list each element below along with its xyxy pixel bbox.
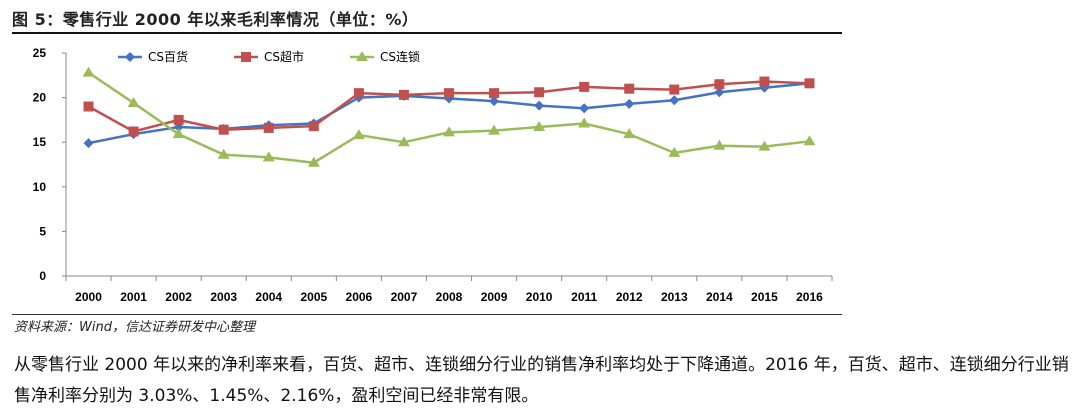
legend-item: CS百货 bbox=[118, 49, 188, 64]
square-point bbox=[398, 89, 409, 100]
square-point bbox=[714, 79, 725, 90]
legend-item: CS连锁 bbox=[350, 49, 420, 64]
triangle-point bbox=[533, 121, 546, 132]
x-tick-label: 2009 bbox=[481, 290, 508, 304]
square-point bbox=[241, 52, 251, 62]
triangle-point bbox=[262, 151, 275, 162]
chart-legend: CS百货 CS超市 CS连锁 bbox=[118, 49, 420, 64]
triangle-point bbox=[397, 136, 410, 147]
diamond-point bbox=[714, 87, 725, 98]
square-point bbox=[579, 81, 590, 92]
diamond-point bbox=[534, 100, 545, 111]
chart-series bbox=[82, 66, 816, 167]
square-point bbox=[759, 76, 770, 87]
series-3 bbox=[82, 66, 816, 167]
legend-label: CS连锁 bbox=[380, 49, 420, 64]
triangle-point bbox=[127, 96, 140, 107]
x-tick-label: 2005 bbox=[300, 290, 327, 304]
x-tick-label: 2008 bbox=[436, 290, 463, 304]
diamond-point bbox=[83, 138, 94, 149]
line-chart: 0 5 10 15 20 25 2000 2001 2002 2003 2004 2005 2006 20… bbox=[33, 46, 833, 304]
legend-label: CS百货 bbox=[148, 49, 188, 64]
triangle-point bbox=[172, 128, 185, 139]
x-tick-label: 2004 bbox=[255, 290, 282, 304]
x-tick-label: 2002 bbox=[165, 290, 192, 304]
x-tick-label: 2011 bbox=[571, 290, 597, 304]
x-tick-label: 2001 bbox=[120, 290, 147, 304]
square-point bbox=[173, 114, 184, 125]
figure-source: 资料来源：Wind，信达证券研发中心整理 bbox=[14, 320, 255, 335]
square-point bbox=[669, 84, 680, 95]
square-point bbox=[353, 88, 364, 99]
diamond-point bbox=[669, 95, 680, 106]
x-tick-label: 2007 bbox=[391, 290, 418, 304]
x-tick-label: 2015 bbox=[751, 290, 778, 304]
x-tick-label: 2010 bbox=[526, 290, 553, 304]
y-tick-label: 20 bbox=[33, 91, 47, 105]
square-point bbox=[83, 101, 94, 112]
x-tick-label: 2000 bbox=[75, 290, 102, 304]
x-tick-label: 2013 bbox=[661, 290, 688, 304]
diamond-point bbox=[624, 98, 635, 109]
y-tick-label: 10 bbox=[33, 180, 47, 194]
triangle-point bbox=[82, 66, 95, 77]
diamond-point bbox=[579, 103, 590, 114]
square-point bbox=[489, 88, 500, 99]
square-point bbox=[308, 121, 319, 132]
source-divider bbox=[12, 314, 842, 315]
triangle-point bbox=[668, 146, 681, 157]
y-tick-label: 25 bbox=[33, 46, 47, 60]
triangle-point bbox=[758, 140, 771, 151]
figure-title: 图 5：零售行业 2000 年以来毛利率情况（单位：%） bbox=[12, 10, 419, 29]
diamond-point bbox=[125, 52, 135, 62]
legend-item: CS超市 bbox=[234, 49, 304, 64]
triangle-point bbox=[352, 129, 365, 140]
triangle-point bbox=[443, 126, 455, 137]
x-tick-label: 2006 bbox=[346, 290, 373, 304]
x-tick-label: 2016 bbox=[796, 290, 823, 304]
square-point bbox=[128, 126, 139, 137]
square-point bbox=[534, 87, 545, 98]
x-tick-label: 2003 bbox=[210, 290, 237, 304]
square-point bbox=[624, 83, 635, 94]
series-2 bbox=[83, 76, 815, 137]
square-point bbox=[444, 88, 454, 99]
y-tick-label: 5 bbox=[39, 224, 46, 238]
chart-axes: 0 5 10 15 20 25 2000 2001 2002 2003 2004 2005 2006 20… bbox=[33, 46, 833, 304]
legend-label: CS超市 bbox=[264, 49, 304, 64]
body-paragraph: 从零售行业 2000 年以来的净利率来看，百货、超市、连锁细分行业的销售净利率均… bbox=[14, 355, 1069, 406]
square-point bbox=[804, 78, 815, 89]
diamond-point bbox=[489, 96, 500, 107]
triangle-point bbox=[217, 148, 230, 159]
triangle-point bbox=[307, 156, 320, 167]
square-point bbox=[218, 124, 229, 135]
triangle-point bbox=[578, 117, 591, 128]
triangle-point bbox=[356, 51, 368, 61]
y-tick-label: 0 bbox=[39, 269, 46, 283]
triangle-point bbox=[488, 124, 501, 135]
triangle-point bbox=[623, 128, 636, 139]
title-divider bbox=[12, 32, 842, 34]
y-tick-label: 15 bbox=[33, 135, 47, 149]
triangle-point bbox=[713, 139, 726, 150]
x-tick-label: 2014 bbox=[706, 290, 733, 304]
square-point bbox=[263, 122, 274, 133]
x-tick-label: 2012 bbox=[616, 290, 643, 304]
triangle-point bbox=[803, 135, 816, 146]
